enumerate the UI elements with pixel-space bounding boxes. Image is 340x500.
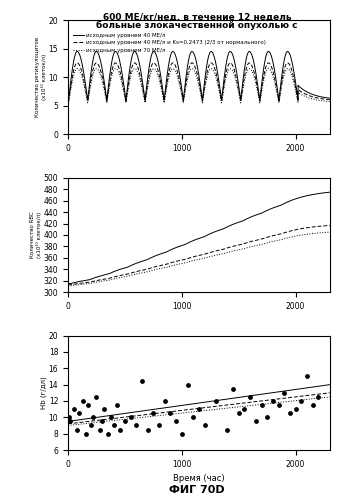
Point <box>225 426 230 434</box>
Point <box>128 414 133 422</box>
Point <box>97 426 103 434</box>
Point <box>94 393 99 401</box>
Point <box>173 418 179 426</box>
Point <box>68 418 73 426</box>
Point <box>71 405 76 413</box>
Text: 600 МЕ/кг/нед. в течение 12 недель: 600 МЕ/кг/нед. в течение 12 недель <box>103 12 291 22</box>
Point <box>162 397 168 405</box>
Point <box>134 422 139 430</box>
Legend: исходным уровнем 40 МЕ/л, исходным уровнем 40 МЕ/л и Ks=0,2473 (2/3 от нормально: исходным уровнем 40 МЕ/л, исходным уровн… <box>71 30 269 56</box>
Point <box>248 393 253 401</box>
Y-axis label: Количество ретикулоцитов
(x10¹⁰ клеток/л): Количество ретикулоцитов (x10¹⁰ клеток/л… <box>35 37 47 117</box>
Point <box>108 414 114 422</box>
Point <box>276 401 281 409</box>
Point <box>139 376 145 384</box>
Point <box>299 397 304 405</box>
Point <box>151 409 156 417</box>
Point <box>253 418 258 426</box>
Point <box>74 426 80 434</box>
Point <box>114 401 120 409</box>
Point <box>196 405 202 413</box>
Point <box>76 409 82 417</box>
Point <box>304 372 310 380</box>
Point <box>287 409 293 417</box>
Point <box>84 430 89 438</box>
X-axis label: Время (час): Время (час) <box>173 474 225 484</box>
Point <box>105 430 110 438</box>
Point <box>185 380 190 388</box>
Point <box>270 397 276 405</box>
Point <box>242 405 247 413</box>
Point <box>118 426 123 434</box>
Point <box>282 389 287 397</box>
Point <box>86 401 91 409</box>
Point <box>310 401 316 409</box>
Point <box>111 422 116 430</box>
Point <box>99 418 105 426</box>
Point <box>66 414 72 422</box>
Text: ФИГ 70D: ФИГ 70D <box>169 485 225 495</box>
Point <box>293 405 299 413</box>
Point <box>316 393 321 401</box>
Point <box>102 405 107 413</box>
Y-axis label: Количество RBC
(x10¹⁰ клеток/л): Количество RBC (x10¹⁰ клеток/л) <box>30 212 42 258</box>
Point <box>190 414 196 422</box>
Point <box>213 397 219 405</box>
Point <box>168 409 173 417</box>
Text: больные злокачественной опухолью с: больные злокачественной опухолью с <box>97 21 298 30</box>
Point <box>156 422 162 430</box>
Point <box>230 384 236 392</box>
Point <box>236 409 241 417</box>
Point <box>145 426 150 434</box>
Y-axis label: Hb (г/дл): Hb (г/дл) <box>41 376 47 409</box>
Point <box>179 430 185 438</box>
Point <box>259 401 264 409</box>
Point <box>80 397 86 405</box>
Point <box>88 422 94 430</box>
Point <box>202 422 207 430</box>
Point <box>122 418 128 426</box>
Point <box>265 414 270 422</box>
Point <box>90 414 96 422</box>
